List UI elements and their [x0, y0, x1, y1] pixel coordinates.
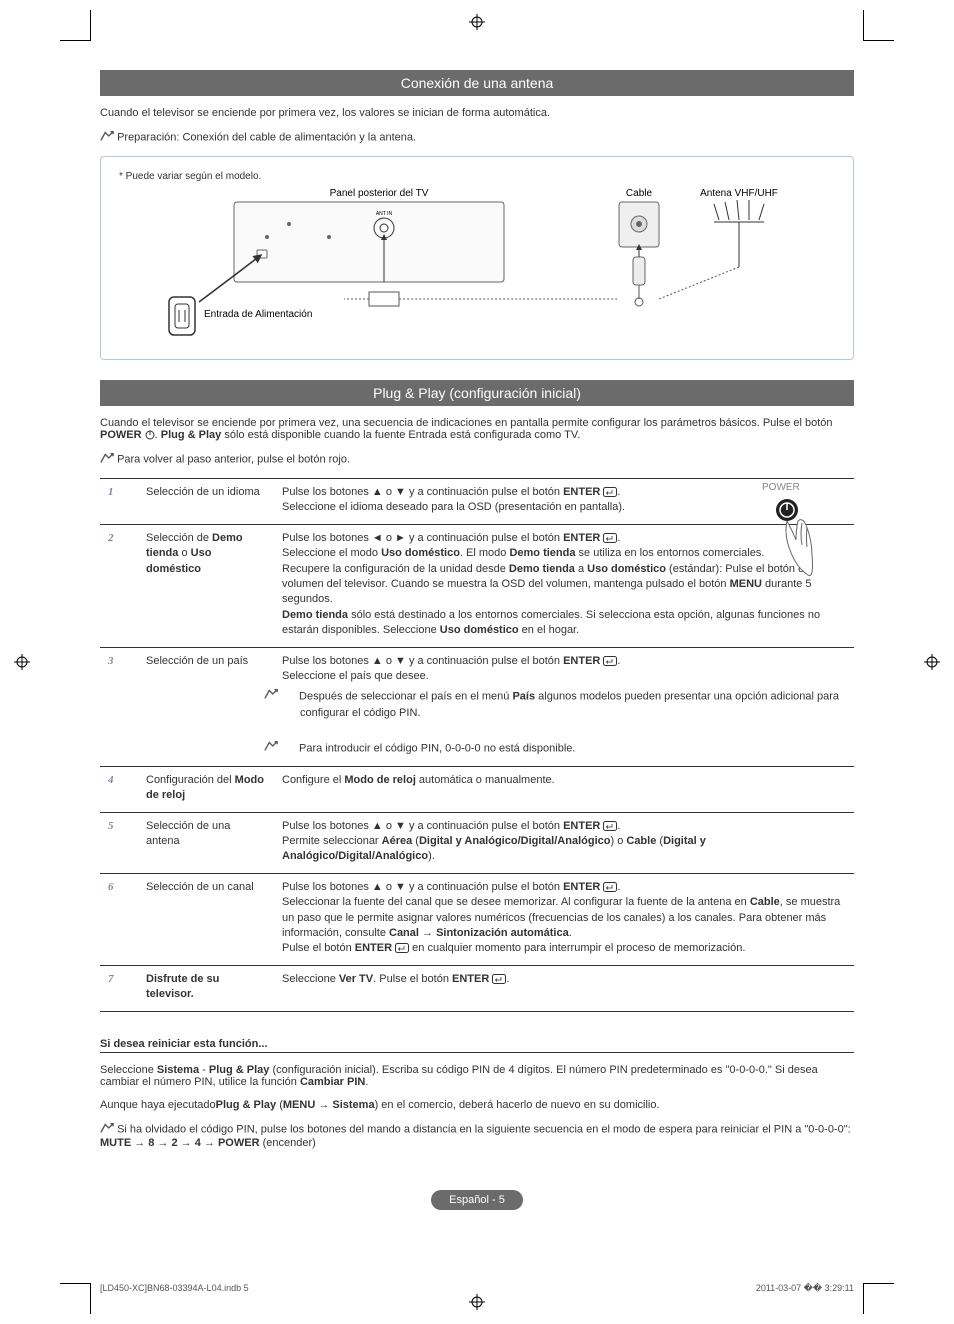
registration-mark — [14, 654, 30, 670]
step-number: 2 — [100, 524, 138, 647]
step-body: Pulse los botones ▲ o ▼ y a continuación… — [274, 647, 854, 766]
page-number-badge: Español - 5 — [431, 1190, 523, 1210]
table-row: 3Selección de un paísPulse los botones ▲… — [100, 647, 854, 766]
svg-text:ANT IN: ANT IN — [376, 211, 393, 217]
svg-text:Entrada de Alimentación: Entrada de Alimentación — [204, 309, 312, 320]
svg-text:Panel posterior del TV: Panel posterior del TV — [330, 188, 429, 199]
step-body: Pulse los botones ▲ o ▼ y a continuación… — [274, 873, 854, 965]
table-row: 4Configuración del Modo de relojConfigur… — [100, 766, 854, 812]
power-label: POWER — [762, 482, 842, 493]
table-row: 2Selección de Demo tienda o Uso doméstic… — [100, 524, 854, 647]
section-title: Conexión de una antena — [100, 70, 854, 96]
crop-mark — [60, 1283, 91, 1314]
reset-p1: Seleccione Sistema - Plug & Play (config… — [100, 1064, 854, 1088]
step-label: Selección de un idioma — [138, 479, 274, 525]
diagram-svg: Panel posterior del TV ANT IN Entrada de… — [119, 182, 839, 342]
step-number: 3 — [100, 647, 138, 766]
footer: [LD450-XC]BN68-03394A-L04.indb 5 2011-03… — [100, 1283, 854, 1294]
reset-p2: Aunque haya ejecutadoPlug & Play (MENU →… — [100, 1099, 854, 1111]
step-number: 1 — [100, 479, 138, 525]
svg-text:Cable: Cable — [626, 188, 653, 199]
step-label: Selección de una antena — [138, 812, 274, 873]
section-title: Plug & Play (configuración inicial) — [100, 380, 854, 406]
step-body: Configure el Modo de reloj automática o … — [274, 766, 854, 812]
table-row: 5Selección de una antenaPulse los botone… — [100, 812, 854, 873]
crop-mark — [60, 10, 91, 41]
step-body: Seleccione Ver TV. Pulse el botón ENTER … — [274, 965, 854, 1011]
step-label: Selección de Demo tienda o Uso doméstico — [138, 524, 274, 647]
reset-heading: Si desea reiniciar esta función... — [100, 1038, 854, 1050]
divider — [100, 1052, 854, 1053]
registration-mark — [469, 1294, 485, 1310]
remote-power-illustration: POWER — [762, 482, 842, 598]
step-number: 4 — [100, 766, 138, 812]
intro-text: Cuando el televisor se enciende por prim… — [100, 107, 854, 119]
table-row: 6Selección de un canalPulse los botones … — [100, 873, 854, 965]
table-row: 7Disfrute de su televisor.Seleccione Ver… — [100, 965, 854, 1011]
note-icon — [100, 1122, 114, 1137]
note-icon — [100, 130, 114, 145]
connection-diagram: * Puede variar según el modelo. Panel po… — [100, 156, 854, 360]
plugplay-intro: Cuando el televisor se enciende por prim… — [100, 417, 854, 441]
step-number: 5 — [100, 812, 138, 873]
step-body: Pulse los botones ▲ o ▼ y a continuación… — [274, 812, 854, 873]
prep-note: Preparación: Conexión del cable de alime… — [100, 130, 854, 145]
registration-mark — [469, 14, 485, 30]
step-number: 6 — [100, 873, 138, 965]
step-label: Selección de un canal — [138, 873, 274, 965]
svg-text:Antena VHF/UHF: Antena VHF/UHF — [700, 188, 778, 199]
crop-mark — [863, 10, 894, 41]
note-icon — [100, 452, 114, 467]
diagram-note: * Puede variar según el modelo. — [119, 171, 835, 182]
reset-note: Si ha olvidado el código PIN, pulse los … — [100, 1122, 854, 1149]
back-note: Para volver al paso anterior, pulse el b… — [100, 452, 854, 467]
step-label: Disfrute de su televisor. — [138, 965, 274, 1011]
table-row: 1Selección de un idiomaPulse los botones… — [100, 479, 854, 525]
power-icon — [145, 430, 155, 440]
footer-left: [LD450-XC]BN68-03394A-L04.indb 5 — [100, 1283, 249, 1294]
step-label: Selección de un país — [138, 647, 274, 766]
footer-right: 2011-03-07 �� 3:29:11 — [756, 1283, 854, 1294]
step-number: 7 — [100, 965, 138, 1011]
crop-mark — [863, 1283, 894, 1314]
steps-table: 1Selección de un idioma Pulse los botones… — [100, 478, 854, 1012]
registration-mark — [924, 654, 940, 670]
step-label: Configuración del Modo de reloj — [138, 766, 274, 812]
